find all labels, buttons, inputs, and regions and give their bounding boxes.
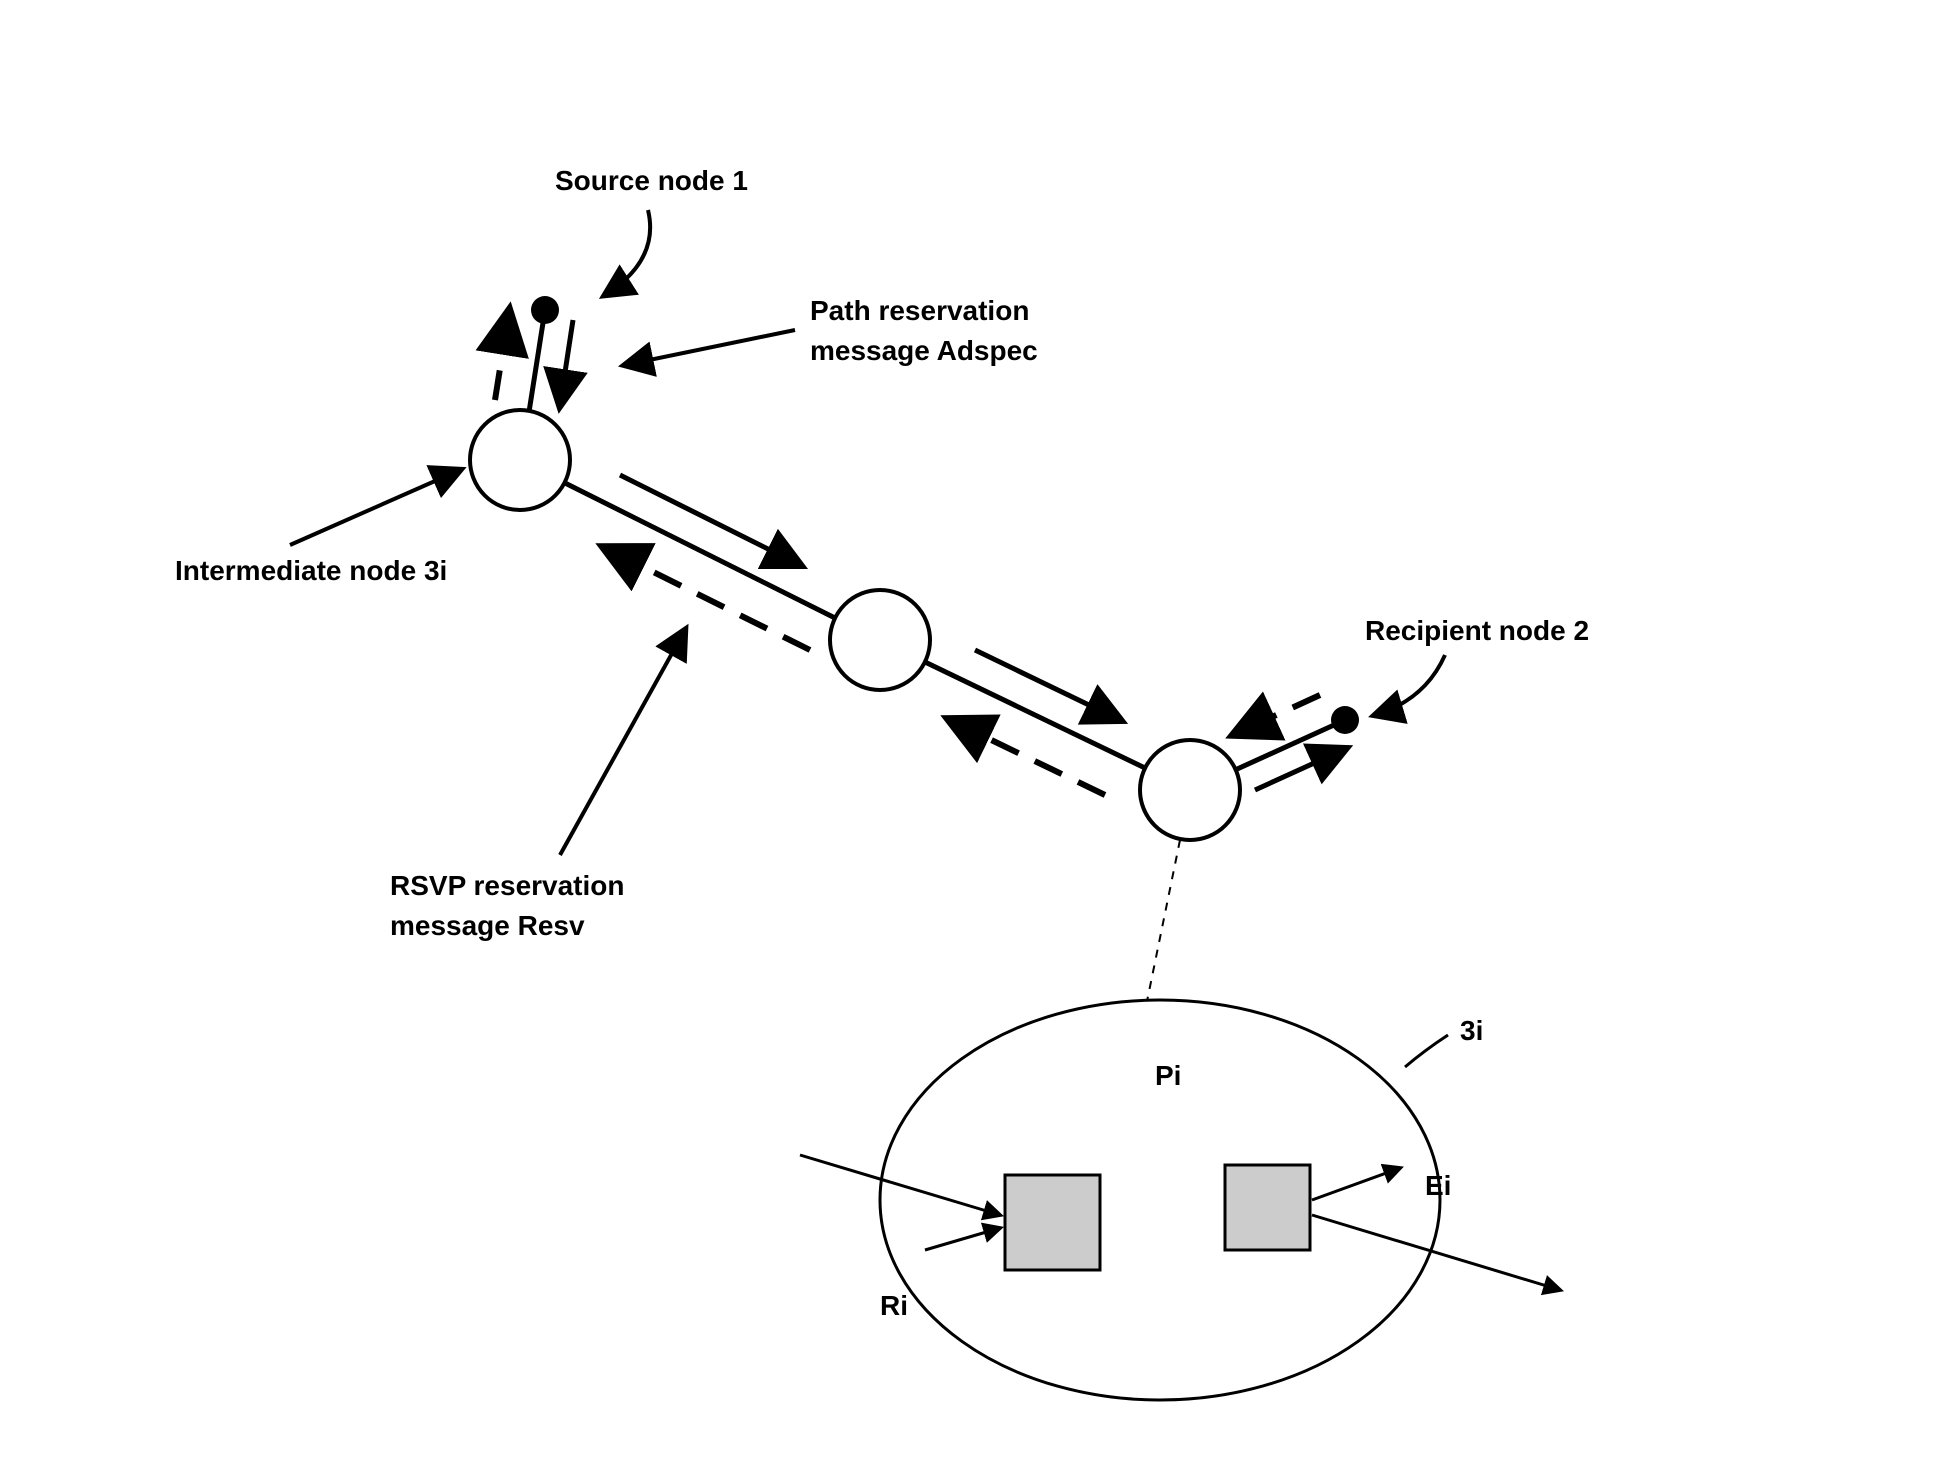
- pointer-3i: [1405, 1035, 1448, 1067]
- label-ri: Ri: [880, 1290, 908, 1321]
- detail-box-right: [1225, 1165, 1310, 1250]
- pointer-path-reservation: [625, 330, 795, 365]
- label-path-reservation-2: message Adspec: [810, 335, 1038, 366]
- rev-arrow-seg1: [495, 312, 509, 400]
- detail-box-left: [1005, 1175, 1100, 1270]
- label-path-reservation-1: Path reservation: [810, 295, 1029, 326]
- pointer-source-node: [605, 210, 650, 295]
- node-source: [531, 296, 559, 324]
- label-recipient-node: Recipient node 2: [1365, 615, 1589, 646]
- edge-source-inter1: [529, 310, 545, 412]
- fwd-arrow-seg1: [560, 320, 573, 405]
- node-intermediate-3: [1140, 740, 1240, 840]
- node-intermediate-2: [830, 590, 930, 690]
- rev-arrow-seg3: [950, 720, 1105, 795]
- node-intermediate-1: [470, 410, 570, 510]
- label-ei: Ei: [1425, 1170, 1451, 1201]
- fwd-arrow-seg2: [620, 475, 800, 565]
- pointer-rsvp: [560, 630, 685, 855]
- label-intermediate-node: Intermediate node 3i: [175, 555, 447, 586]
- pointer-intermediate-node: [290, 470, 460, 545]
- label-rsvp-1: RSVP reservation: [390, 870, 625, 901]
- label-pi: Pi: [1155, 1060, 1181, 1091]
- rev-arrow-seg2: [605, 548, 810, 650]
- fwd-arrow-seg3: [975, 650, 1120, 720]
- label-rsvp-2: message Resv: [390, 910, 585, 941]
- label-3i: 3i: [1460, 1015, 1483, 1046]
- label-source-node: Source node 1: [555, 165, 748, 196]
- node-recipient: [1331, 706, 1359, 734]
- rev-arrow-seg4: [1235, 695, 1320, 734]
- pointer-recipient-node: [1375, 655, 1445, 715]
